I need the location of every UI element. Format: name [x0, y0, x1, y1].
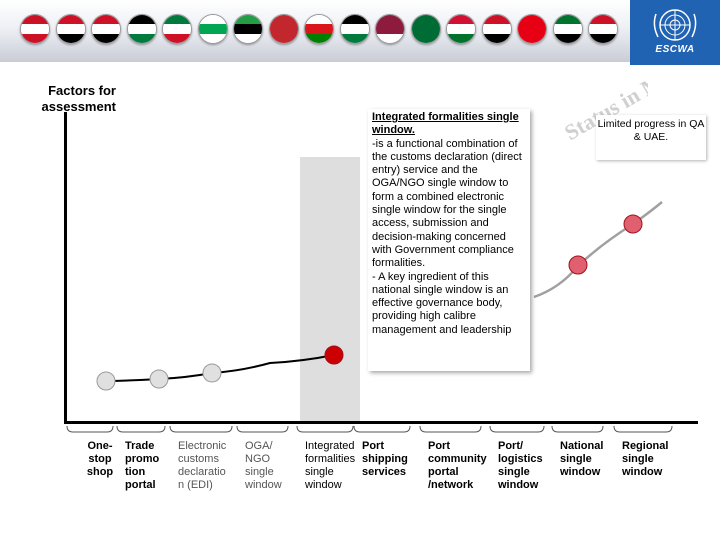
callout-title: Integrated formalities single window. [372, 111, 519, 137]
flag-icon [375, 14, 405, 44]
flag-icon [304, 14, 334, 44]
stage-label: National single window [560, 440, 604, 478]
stage-bracket [296, 425, 354, 433]
stage-marker [149, 369, 169, 389]
stage-marker [324, 345, 344, 365]
x-axis [64, 421, 698, 424]
stage-bracket [551, 425, 604, 433]
stage-label: One- stop shop [86, 440, 114, 478]
flag-icon [126, 14, 157, 44]
progress-note: Limited progress in QA & UAE. [596, 115, 706, 160]
member-flags-bar [0, 0, 630, 62]
stage-label: Regional single window [622, 440, 669, 478]
flag-icon [91, 14, 121, 44]
curve-future-segment [533, 201, 663, 299]
highlighted-stage-column [300, 157, 360, 422]
callout-integrated-formalities: Integrated formalities single window. -i… [368, 109, 530, 371]
flag-icon [233, 14, 263, 44]
escwa-logo-text: ESCWA [655, 44, 695, 55]
stage-bracket [169, 425, 233, 433]
stage-label: Integrated formalities single window [305, 440, 356, 491]
stage-bracket [66, 425, 114, 433]
flag-icon [162, 14, 192, 44]
stage-bracket [353, 425, 411, 433]
stage-label: Electronic customs declaratio n (EDI) [178, 440, 227, 491]
flag-icon [339, 14, 370, 44]
flag-icon [197, 14, 228, 44]
stage-marker [96, 371, 116, 391]
stage-brackets [66, 425, 673, 433]
stage-bracket [116, 425, 166, 433]
stage-bracket [419, 425, 482, 433]
flag-icon [410, 14, 441, 44]
stage-marker [623, 214, 643, 234]
factors-for-assessment-label: Factors for assessment [41, 83, 116, 114]
flag-icon [55, 14, 86, 44]
header-banner: ESCWA [0, 0, 720, 65]
stage-label: Port/ logistics single window [498, 440, 543, 491]
stage-bracket [236, 425, 289, 433]
stage-label: Trade promo tion portal [125, 440, 160, 491]
stage-bracket [613, 425, 673, 433]
flag-icon [481, 14, 512, 44]
stage-label: Port community portal /network [428, 440, 487, 491]
flag-icon [20, 14, 50, 44]
stage-label: OGA/ NGO single window [245, 440, 282, 491]
stage-label: Port shipping services [362, 440, 408, 478]
flag-icon [268, 14, 299, 44]
flag-icon [588, 14, 618, 44]
stage-marker [568, 255, 588, 275]
flag-icon [446, 14, 476, 44]
un-emblem-icon [653, 9, 697, 41]
stage-bracket [489, 425, 545, 433]
flag-icon [517, 14, 547, 44]
y-axis [64, 112, 67, 424]
flag-icon [552, 14, 583, 44]
callout-body: -is a functional combination of the cust… [372, 137, 522, 336]
stage-marker [202, 363, 222, 383]
